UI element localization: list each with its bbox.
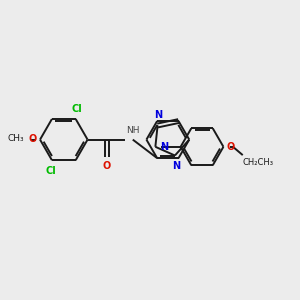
Text: O: O <box>227 142 235 152</box>
Text: O: O <box>28 134 37 144</box>
Text: CH₂CH₃: CH₂CH₃ <box>243 158 274 167</box>
Text: NH: NH <box>126 126 140 135</box>
Text: N: N <box>160 142 169 152</box>
Text: Cl: Cl <box>72 104 83 114</box>
Text: CH₃: CH₃ <box>8 134 25 143</box>
Text: N: N <box>154 110 163 121</box>
Text: Cl: Cl <box>45 166 56 176</box>
Text: O: O <box>103 161 111 171</box>
Text: N: N <box>172 160 180 171</box>
